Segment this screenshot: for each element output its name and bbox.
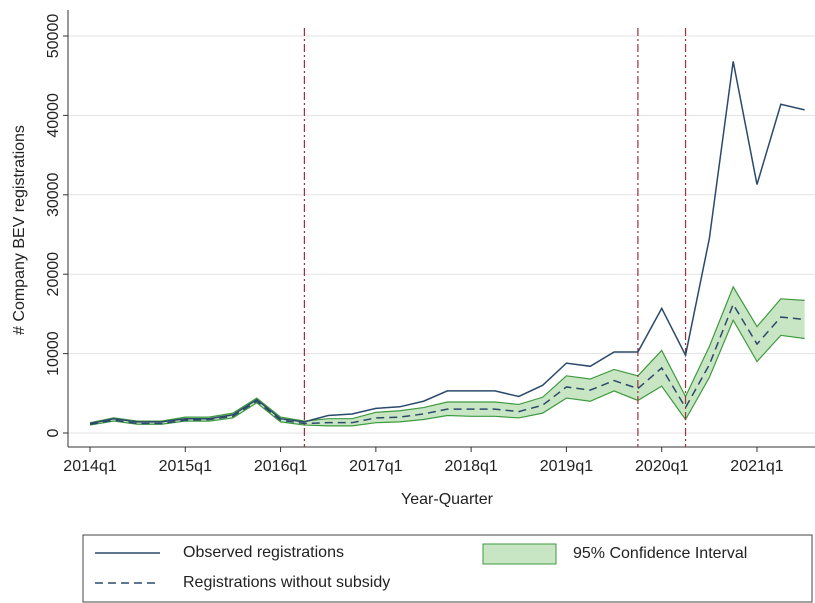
y-tick-label: 0 xyxy=(45,428,62,437)
legend-label: Registrations without subsidy xyxy=(183,574,390,591)
y-tick-label: 10000 xyxy=(45,331,62,376)
x-tick-label: 2014q1 xyxy=(63,458,116,475)
x-tick-label: 2021q1 xyxy=(730,458,783,475)
y-tick-label: 20000 xyxy=(45,252,62,297)
x-axis-label: Year-Quarter xyxy=(401,491,494,508)
x-tick-label: 2019q1 xyxy=(540,458,593,475)
x-tick-label: 2017q1 xyxy=(349,458,402,475)
y-tick-label: 40000 xyxy=(45,93,62,138)
y-tick-label: 30000 xyxy=(45,172,62,217)
x-tick-label: 2015q1 xyxy=(159,458,212,475)
x-tick-label: 2020q1 xyxy=(635,458,688,475)
legend-box xyxy=(82,534,813,603)
series-line xyxy=(89,61,805,425)
legend-label: Observed registrations xyxy=(183,544,344,561)
legend-label: 95% Confidence Interval xyxy=(573,545,747,562)
x-tick-label: 2016q1 xyxy=(254,458,307,475)
ci-band xyxy=(90,286,805,426)
series-line xyxy=(89,302,805,426)
y-axis-label: # Company BEV registrations xyxy=(11,125,28,335)
x-tick-label: 2018q1 xyxy=(444,458,497,475)
y-tick-label: 50000 xyxy=(45,14,62,59)
ci-edge xyxy=(89,285,805,424)
legend-swatch xyxy=(482,543,557,565)
